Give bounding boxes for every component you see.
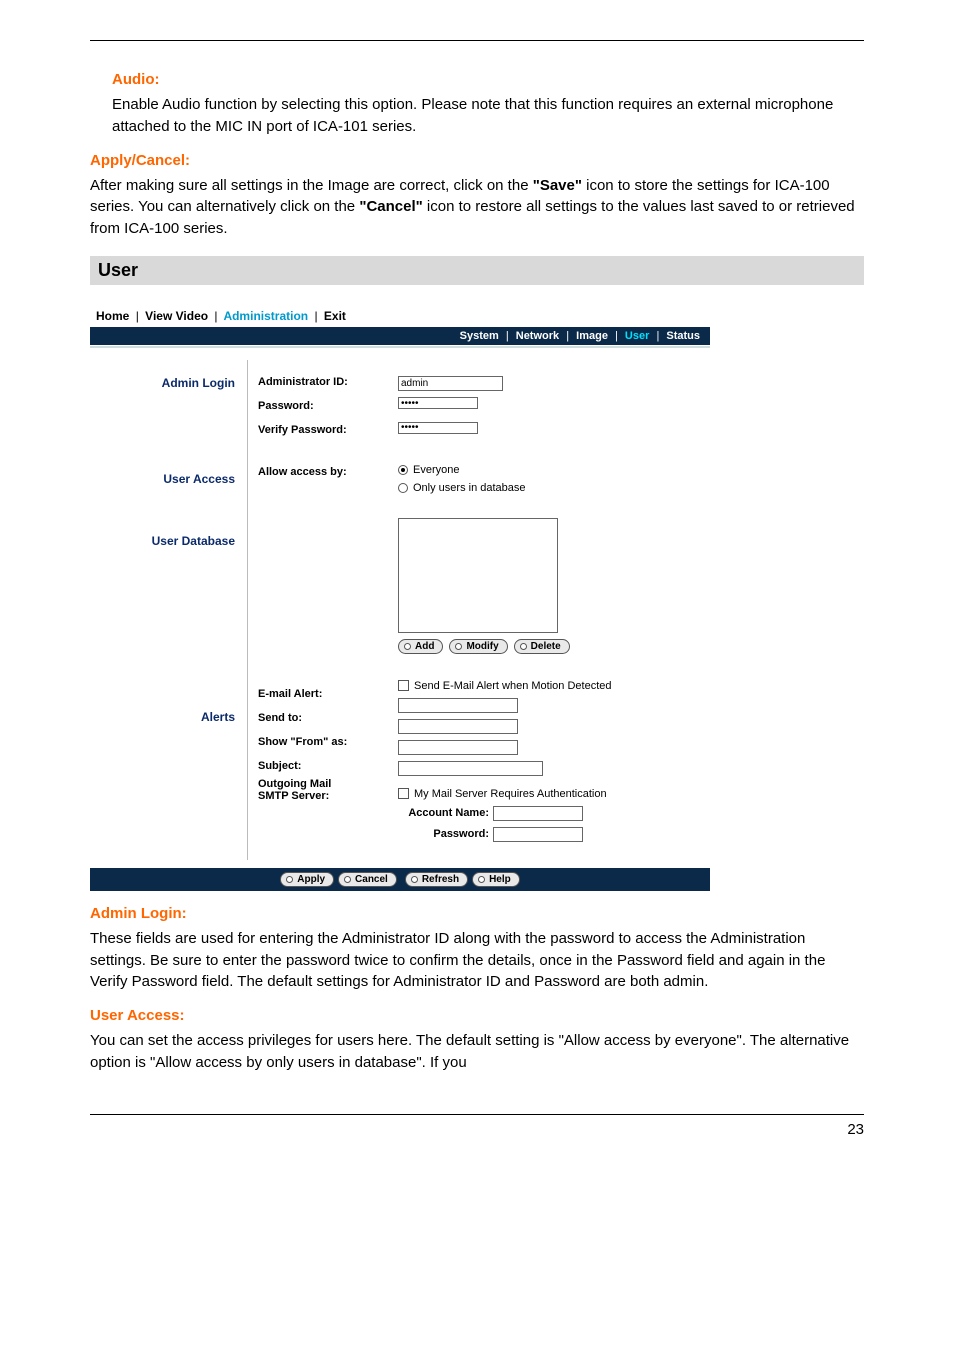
top-divider — [90, 40, 864, 41]
label-admin-id: Administrator ID: — [258, 376, 388, 388]
checkbox-smtp-auth-label: My Mail Server Requires Authentication — [414, 788, 607, 800]
nav-view-video[interactable]: View Video — [145, 309, 208, 323]
label-account-name: Account Name: — [398, 807, 493, 819]
page-footer: 23 — [90, 1114, 864, 1138]
section-user-access: User Access — [98, 472, 247, 486]
cancel-button[interactable]: Cancel — [338, 872, 397, 887]
heading-user-access: User Access: — [90, 1007, 864, 1024]
apply-button[interactable]: Apply — [280, 872, 334, 887]
nav-exit[interactable]: Exit — [324, 309, 346, 323]
checkbox-smtp-auth[interactable]: My Mail Server Requires Authentication — [398, 788, 702, 800]
refresh-button[interactable]: Refresh — [405, 872, 468, 887]
input-subject[interactable] — [398, 740, 518, 755]
input-auth-password[interactable] — [493, 827, 583, 842]
label-auth-password: Password: — [398, 828, 493, 840]
heading-admin-login: Admin Login: — [90, 905, 864, 922]
user-database-listbox[interactable] — [398, 518, 558, 633]
input-smtp-server[interactable] — [398, 761, 543, 776]
section-user: User — [90, 256, 864, 285]
para-admin-login: These fields are used for entering the A… — [90, 928, 864, 993]
section-user-database: User Database — [98, 534, 247, 548]
para-audio: Enable Audio function by selecting this … — [112, 94, 864, 138]
nav-sep: | — [311, 309, 320, 323]
subnav-system[interactable]: System — [458, 330, 501, 342]
page-number: 23 — [847, 1121, 864, 1138]
delete-button[interactable]: Delete — [514, 639, 570, 654]
subnav-user[interactable]: User — [623, 330, 651, 342]
heading-audio: Audio: — [112, 71, 864, 88]
input-password[interactable] — [398, 397, 478, 409]
top-nav: Home | View Video | Administration | Exi… — [90, 305, 710, 327]
para-apply-cancel: After making sure all settings in the Im… — [90, 175, 864, 240]
input-account-name[interactable] — [493, 806, 583, 821]
bottom-button-bar: Apply Cancel Refresh Help — [90, 868, 710, 891]
label-smtp-2: SMTP Server: — [258, 790, 388, 802]
label-allow-access: Allow access by: — [258, 466, 388, 478]
nav-sep: | — [211, 309, 220, 323]
radio-everyone-label: Everyone — [413, 464, 459, 476]
para-apply-cancel: "Cancel" — [359, 198, 422, 215]
label-password: Password: — [258, 400, 388, 412]
add-button[interactable]: Add — [398, 639, 443, 654]
label-email-alert: E-mail Alert: — [258, 688, 388, 700]
radio-everyone[interactable]: Everyone — [398, 464, 702, 476]
para-apply-t1: After making sure all settings in the Im… — [90, 177, 533, 194]
input-verify-password[interactable] — [398, 422, 478, 434]
input-send-to[interactable] — [398, 698, 518, 713]
label-verify-password: Verify Password: — [258, 424, 388, 436]
subnav-image[interactable]: Image — [574, 330, 610, 342]
heading-apply-cancel: Apply/Cancel: — [90, 152, 864, 169]
section-alerts: Alerts — [98, 710, 247, 724]
section-admin-login: Admin Login — [98, 376, 247, 390]
nav-administration[interactable]: Administration — [223, 309, 308, 323]
input-show-from[interactable] — [398, 719, 518, 734]
label-smtp-1: Outgoing Mail — [258, 778, 388, 790]
label-subject: Subject: — [258, 760, 388, 772]
screenshot-user-page: Home | View Video | Administration | Exi… — [90, 305, 710, 891]
para-apply-save: "Save" — [533, 177, 582, 194]
modify-button[interactable]: Modify — [449, 639, 507, 654]
subnav-status[interactable]: Status — [664, 330, 702, 342]
subnav-network[interactable]: Network — [514, 330, 561, 342]
input-admin-id[interactable] — [398, 376, 503, 391]
sub-nav: System | Network | Image | User | Status — [90, 327, 710, 345]
nav-sep: | — [133, 309, 142, 323]
checkbox-email-alert[interactable]: Send E-Mail Alert when Motion Detected — [398, 680, 702, 692]
label-send-to: Send to: — [258, 712, 388, 724]
checkbox-email-alert-label: Send E-Mail Alert when Motion Detected — [414, 680, 612, 692]
help-button[interactable]: Help — [472, 872, 520, 887]
nav-home[interactable]: Home — [96, 309, 129, 323]
radio-only-db[interactable]: Only users in database — [398, 482, 702, 494]
para-user-access: You can set the access privileges for us… — [90, 1030, 864, 1074]
label-show-from: Show "From" as: — [258, 736, 388, 748]
radio-only-db-label: Only users in database — [413, 482, 526, 494]
